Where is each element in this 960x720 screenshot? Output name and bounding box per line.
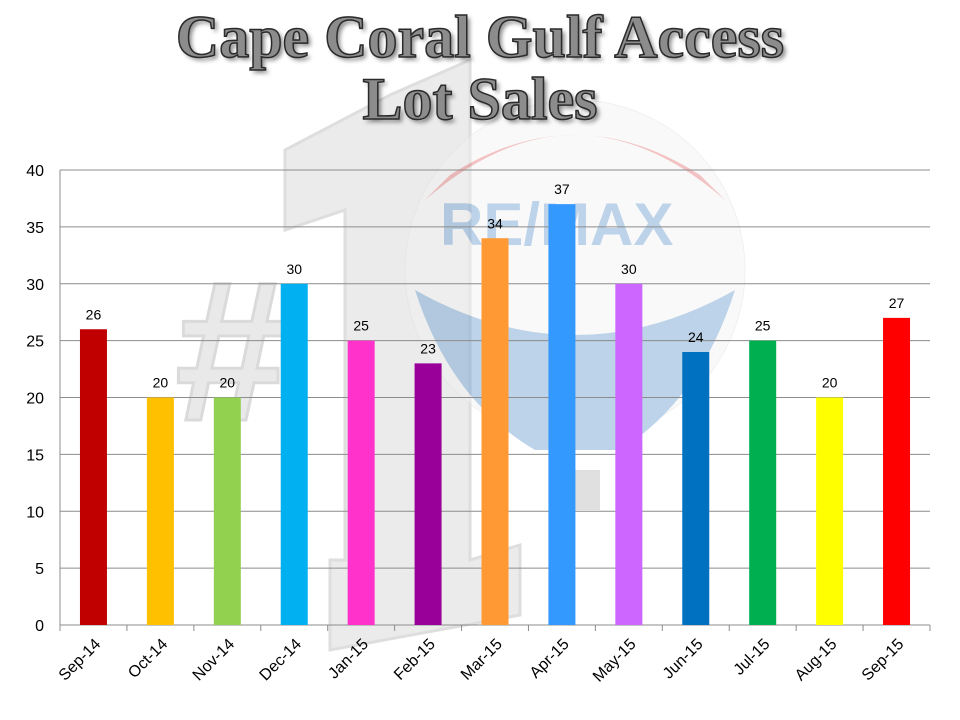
x-tick-label: Oct-14 bbox=[125, 636, 171, 682]
data-label: 27 bbox=[889, 295, 905, 311]
y-tick-label: 0 bbox=[35, 618, 44, 635]
y-tick-label: 5 bbox=[35, 561, 44, 578]
x-tick-label: Aug-15 bbox=[792, 636, 841, 685]
data-label: 23 bbox=[420, 340, 436, 356]
bar-sep-15 bbox=[883, 317, 911, 625]
chart-title-line-2: Lot Sales bbox=[362, 66, 599, 132]
bar-sep-14 bbox=[79, 329, 107, 625]
bar-jan-15 bbox=[347, 340, 375, 625]
x-tick-label: Jun-15 bbox=[660, 636, 707, 683]
data-label: 20 bbox=[822, 375, 838, 391]
data-label: 30 bbox=[621, 261, 637, 277]
bar-feb-15 bbox=[414, 363, 442, 625]
x-tick-label: Sep-15 bbox=[859, 636, 908, 685]
bar-apr-15 bbox=[548, 204, 576, 625]
chart-title-line-1: Cape Coral Gulf Access bbox=[175, 4, 785, 70]
number-one-badge: # bbox=[174, 57, 522, 652]
data-label: 24 bbox=[688, 329, 704, 345]
x-tick-label: Nov-14 bbox=[190, 636, 239, 685]
data-label: 20 bbox=[153, 375, 169, 391]
bar-may-15 bbox=[615, 283, 643, 625]
data-label: 34 bbox=[487, 215, 503, 231]
y-tick-label: 10 bbox=[26, 504, 44, 521]
chart-title: Cape Coral Gulf Access Lot Sales bbox=[0, 4, 960, 132]
data-label: 25 bbox=[353, 318, 369, 334]
x-tick-label: May-15 bbox=[590, 636, 640, 686]
bar-dec-14 bbox=[280, 283, 308, 625]
bar-oct-14 bbox=[146, 397, 174, 625]
bar-mar-15 bbox=[481, 238, 509, 625]
x-tick-label: Apr-15 bbox=[527, 636, 573, 682]
data-label: 25 bbox=[755, 318, 771, 334]
bar-nov-14 bbox=[213, 397, 241, 625]
x-tick-label: Jan-15 bbox=[325, 636, 372, 683]
bar-jul-15 bbox=[749, 340, 777, 625]
y-tick-label: 25 bbox=[26, 334, 44, 351]
data-label: 20 bbox=[220, 375, 236, 391]
data-label: 37 bbox=[554, 181, 570, 197]
x-tick-label: Dec-14 bbox=[257, 636, 306, 685]
data-label: 30 bbox=[286, 261, 302, 277]
y-tick-label: 40 bbox=[26, 163, 44, 180]
data-label: 26 bbox=[86, 306, 102, 322]
x-tick-label: Mar-15 bbox=[458, 636, 506, 684]
x-tick-label: Jul-15 bbox=[731, 636, 774, 679]
bar-aug-15 bbox=[816, 397, 844, 625]
y-tick-label: 20 bbox=[26, 391, 44, 408]
bar-jun-15 bbox=[682, 352, 710, 625]
x-tick-label: Feb-15 bbox=[391, 636, 439, 684]
svg-text:#: # bbox=[175, 240, 286, 463]
y-tick-label: 15 bbox=[26, 447, 44, 464]
y-tick-label: 30 bbox=[26, 277, 44, 294]
y-tick-label: 35 bbox=[26, 220, 44, 237]
x-tick-label: Sep-14 bbox=[56, 636, 105, 685]
